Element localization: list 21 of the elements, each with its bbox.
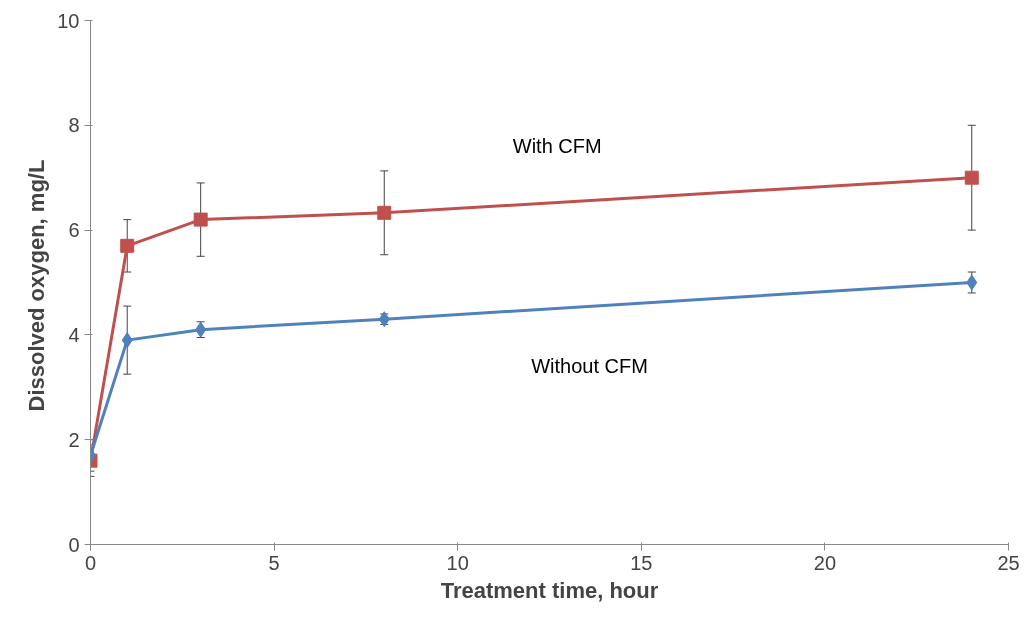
x-tick-label: 10 <box>446 551 469 574</box>
x-tick-label: 20 <box>813 551 837 574</box>
x-tick-label: 25 <box>997 551 1020 574</box>
point <box>121 332 133 349</box>
y-tick-label: 0 <box>68 533 80 556</box>
y-tick-label: 2 <box>68 428 80 451</box>
y-tick-label: 10 <box>57 9 80 32</box>
point <box>193 212 208 227</box>
y-axis-title: Dissolved oxygen, mg/L <box>24 159 50 412</box>
text: Without CFM <box>531 355 648 378</box>
x-axis-title: Treatment time, hour <box>440 577 659 603</box>
point <box>120 238 135 253</box>
x-tick-label: 5 <box>268 551 280 574</box>
text: With CFM <box>512 135 602 158</box>
y-tick-label: 8 <box>68 114 80 137</box>
y-tick-label: 4 <box>68 323 80 346</box>
point <box>377 205 392 220</box>
x-tick-label: 15 <box>630 551 653 574</box>
y-tick-label: 6 <box>68 219 80 242</box>
point <box>964 170 979 185</box>
x-tick-label: 0 <box>84 551 97 574</box>
